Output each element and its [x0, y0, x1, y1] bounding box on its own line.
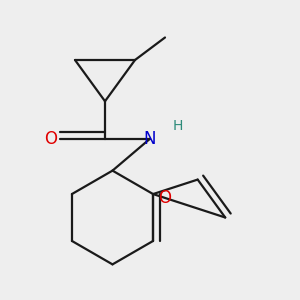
Text: O: O — [158, 189, 171, 207]
Text: N: N — [144, 130, 156, 148]
Text: O: O — [44, 130, 57, 148]
Text: H: H — [173, 118, 183, 133]
